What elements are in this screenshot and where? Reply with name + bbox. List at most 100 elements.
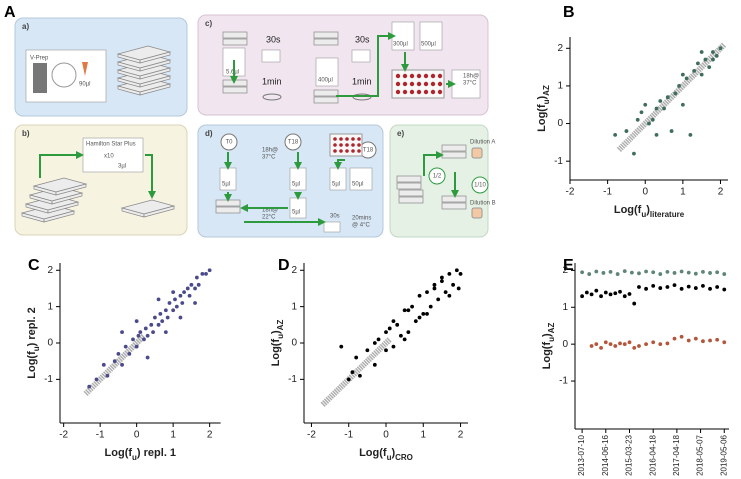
- point: [672, 283, 677, 288]
- label: 30s: [330, 214, 340, 220]
- x-tick-label: 1: [420, 430, 426, 441]
- point: [622, 294, 627, 299]
- point: [413, 319, 418, 324]
- point: [354, 355, 359, 360]
- point: [153, 315, 157, 320]
- label: 22°C: [262, 215, 276, 221]
- point: [665, 95, 670, 100]
- panel-b: b) Hamilton Star Plus x10 3µl: [14, 124, 188, 236]
- label: x10: [104, 154, 114, 160]
- axis-label: Log(fu)AZ: [270, 320, 285, 367]
- point: [601, 271, 606, 275]
- point: [120, 362, 124, 367]
- x-tick-label: 2: [207, 430, 213, 441]
- axis-label-part: ): [270, 330, 282, 334]
- point: [632, 345, 637, 350]
- point: [665, 341, 670, 346]
- point: [613, 344, 618, 348]
- point: [680, 72, 685, 77]
- point: [594, 288, 599, 293]
- point: [94, 377, 99, 382]
- panel-e: e) 1/2 1/10 Dilution A Dilution B: [389, 124, 496, 238]
- sub-label: c): [205, 19, 212, 28]
- label: 400µl: [318, 78, 333, 84]
- point: [669, 129, 674, 133]
- axis-label-part: u: [276, 334, 285, 339]
- point: [665, 285, 670, 289]
- point: [171, 308, 176, 313]
- point: [632, 151, 636, 156]
- point: [644, 286, 648, 291]
- point: [417, 315, 422, 320]
- y-tick-label: 1: [291, 301, 297, 312]
- point: [584, 290, 589, 295]
- axis-label-part: ) repl. 2: [26, 307, 38, 346]
- point: [722, 287, 727, 292]
- point: [101, 362, 106, 367]
- x-tick-label: 0: [383, 430, 389, 441]
- point: [658, 272, 663, 276]
- point: [372, 362, 377, 367]
- axis-label-part: u: [387, 453, 392, 462]
- point: [665, 269, 670, 274]
- point: [178, 315, 183, 320]
- point: [622, 342, 627, 347]
- x-tick-label: 2019-05-06: [719, 434, 728, 475]
- axis-label-part: Log(f: [26, 351, 38, 379]
- axis-label-part: ): [541, 333, 553, 337]
- point: [679, 334, 684, 339]
- sub-label: e): [397, 129, 404, 138]
- x-tick-label: 2017-04-18: [672, 434, 681, 475]
- point: [672, 336, 677, 341]
- point: [358, 373, 362, 378]
- point: [699, 50, 704, 54]
- y-tick-label: 0: [47, 338, 53, 349]
- x-tick-label: 2018-05-07: [696, 434, 705, 475]
- label: 5µl: [292, 210, 300, 216]
- x-tick-label: 2: [718, 187, 724, 198]
- x-tick-label: 0: [642, 187, 648, 198]
- point: [692, 68, 697, 73]
- point: [399, 333, 403, 338]
- point: [143, 326, 148, 331]
- point: [722, 340, 727, 345]
- axis-label-part: u: [132, 453, 137, 462]
- point: [608, 342, 613, 347]
- point: [714, 53, 719, 58]
- axis-label-part: ): [536, 95, 548, 99]
- panel-a: a) V-Prep 90µl: [14, 17, 188, 117]
- label: 18h@: [463, 74, 479, 80]
- point: [454, 268, 459, 273]
- axis-label-part: ) repl. 1: [137, 447, 176, 459]
- point: [688, 132, 693, 137]
- panel-letter: B: [563, 4, 575, 21]
- point: [182, 290, 187, 294]
- point: [447, 293, 452, 298]
- point: [406, 308, 411, 313]
- point: [346, 377, 351, 382]
- point: [644, 342, 648, 347]
- point: [658, 99, 663, 103]
- axis-label-part: AZ: [542, 85, 551, 96]
- point: [693, 271, 698, 276]
- point: [447, 272, 452, 276]
- sub-label: b): [22, 129, 30, 138]
- point: [365, 348, 370, 353]
- y-tick-label: 0: [557, 118, 563, 129]
- point: [425, 312, 429, 316]
- point: [632, 301, 637, 306]
- x-tick-label: 0: [134, 430, 140, 441]
- point: [456, 286, 461, 291]
- x-tick-label: 2015-03-23: [625, 434, 634, 475]
- panel-c: c) 5.6µl 30s 1min 400µl 30s 1min 300µl 5…: [197, 14, 489, 116]
- point: [627, 340, 632, 345]
- point: [402, 308, 407, 313]
- point: [629, 270, 634, 275]
- axis-label-part: CRO: [395, 453, 413, 462]
- point: [637, 285, 641, 289]
- y-tick-label: 2: [47, 265, 53, 276]
- point: [587, 272, 592, 276]
- label: 5µl: [222, 182, 230, 188]
- panel-d: d) T0 T18 T18 18h@ 37°C 5µl 5µl 5µl 50µl…: [197, 124, 384, 238]
- x-tick-label: -1: [344, 430, 353, 441]
